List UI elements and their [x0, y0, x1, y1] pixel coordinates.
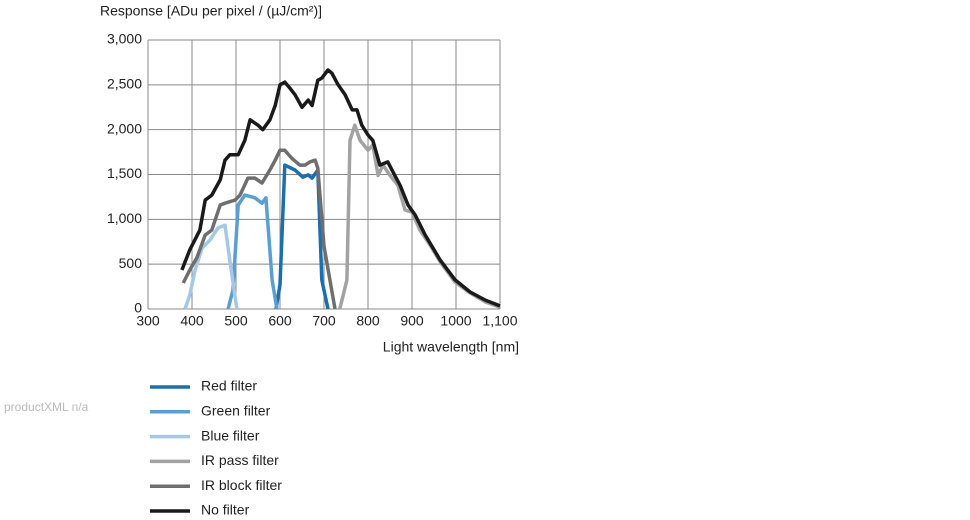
y-tick-label: 2,500 — [107, 76, 142, 92]
watermark: productXML n/a — [4, 400, 89, 414]
legend-label: No filter — [201, 502, 250, 518]
x-tick-label: 1000 — [440, 313, 471, 329]
legend-label: Blue filter — [201, 427, 260, 443]
y-tick-label: 3,000 — [107, 31, 142, 47]
x-tick-label: 300 — [136, 313, 160, 329]
x-tick-label: 400 — [180, 313, 204, 329]
x-tick-label: 800 — [356, 313, 380, 329]
legend-label: Red filter — [201, 378, 257, 394]
x-tick-label: 1,100 — [482, 313, 517, 329]
y-tick-label: 500 — [119, 255, 143, 271]
x-tick-label: 500 — [224, 313, 248, 329]
series-line — [181, 148, 337, 310]
legend-label: Green filter — [201, 403, 271, 419]
series-line — [274, 163, 330, 310]
x-tick-label: 700 — [312, 313, 336, 329]
y-tick-label: 0 — [134, 300, 142, 316]
y-tick-label: 1,000 — [107, 210, 142, 226]
x-tick-label: 600 — [268, 313, 292, 329]
series-line — [183, 223, 239, 310]
legend-label: IR pass filter — [201, 452, 279, 468]
series-line — [226, 193, 279, 310]
x-tick-label: 900 — [400, 313, 424, 329]
y-tick-label: 1,500 — [107, 165, 142, 181]
x-axis-title: Light wavelength [nm] — [383, 339, 519, 355]
y-tick-label: 2,000 — [107, 120, 142, 136]
series-line — [180, 68, 501, 308]
series-line — [338, 123, 501, 310]
legend-label: IR block filter — [201, 477, 282, 493]
y-axis-title: Response [ADu per pixel / (µJ/cm²)] — [100, 3, 322, 19]
